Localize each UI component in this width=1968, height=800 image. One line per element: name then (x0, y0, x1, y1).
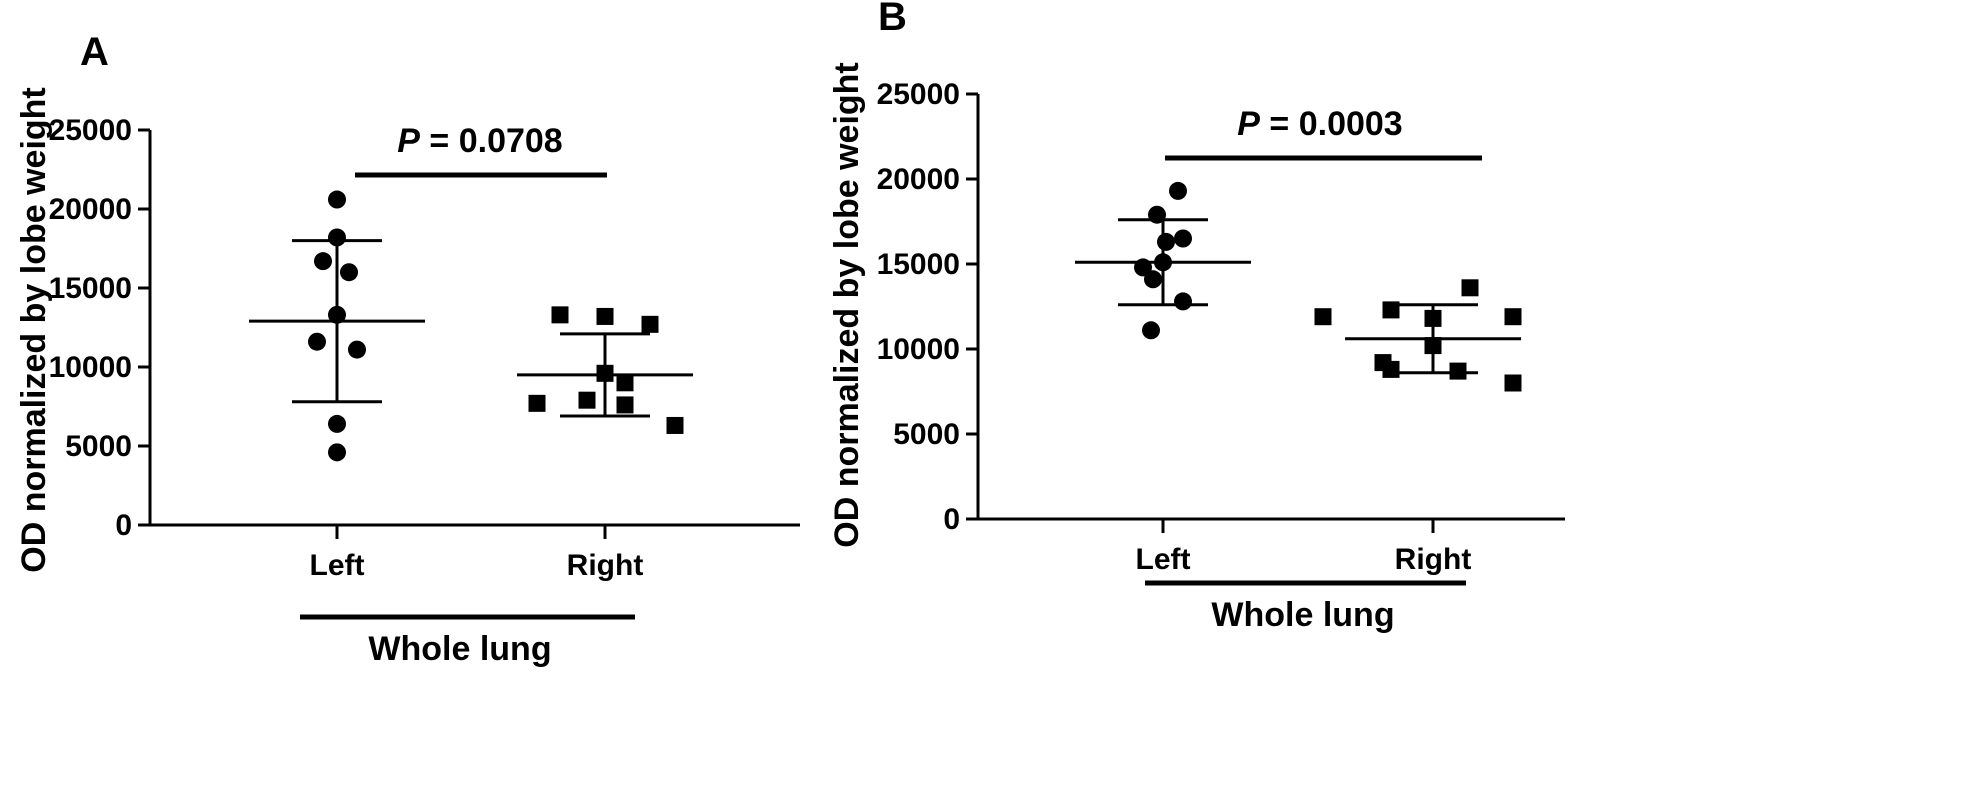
data-point-a-left-0 (328, 190, 346, 209)
data-point-a-right-7 (616, 396, 634, 414)
data-point-b-left-7 (1174, 292, 1192, 311)
y-tick-label-b-5000: 5000 (893, 418, 960, 451)
points-a (308, 190, 684, 462)
data-point-a-right-0 (551, 306, 569, 324)
data-point-a-left-6 (348, 340, 366, 359)
x-ticks-b: Left Right (1136, 519, 1472, 576)
panel-letter-b: B (878, 0, 907, 39)
data-point-a-right-2 (641, 315, 659, 333)
x-tick-label-b-right: Right (1395, 543, 1472, 576)
data-point-a-right-5 (578, 391, 596, 409)
data-point-a-left-5 (308, 332, 326, 351)
y-axis-label-a: OD normalized by lobe weight (15, 87, 53, 573)
data-point-a-right-4 (616, 374, 634, 392)
error-bars-a (249, 239, 693, 418)
data-point-b-left-6 (1144, 270, 1162, 289)
y-tick-label-a-0: 0 (115, 509, 132, 542)
group-label-b: Whole lung (1211, 596, 1394, 634)
data-point-b-left-2 (1174, 229, 1192, 248)
x-ticks-a: Left Right (310, 525, 644, 582)
y-tick-label-b-20000: 20000 (877, 163, 960, 196)
p-value-b: P = 0.0003 (1237, 105, 1402, 143)
y-ticks-b: 0 5000 10000 15000 20000 25000 (877, 78, 978, 536)
data-point-b-left-0 (1169, 181, 1187, 200)
y-tick-label-a-20000: 20000 (49, 193, 132, 226)
x-tick-label-a-left: Left (310, 549, 365, 582)
y-tick-label-a-25000: 25000 (49, 114, 132, 147)
data-point-a-left-7 (328, 414, 346, 433)
data-point-b-left-3 (1157, 232, 1175, 251)
data-point-b-right-9 (1504, 374, 1522, 392)
p-symbol-a: P (397, 122, 420, 160)
data-point-b-right-2 (1314, 308, 1332, 326)
y-tick-label-b-10000: 10000 (877, 333, 960, 366)
group-label-a: Whole lung (368, 630, 551, 668)
p-value-a: P = 0.0708 (397, 122, 562, 160)
panel-a: A OD normalized by lobe weight 0 5000 1000… (15, 30, 800, 668)
data-point-a-left-2 (314, 252, 332, 271)
x-tick-label-b-left: Left (1136, 543, 1191, 576)
data-point-a-right-6 (528, 394, 546, 412)
points-b (1134, 181, 1522, 392)
panel-letter-a: A (80, 30, 109, 74)
y-axis-label-b: OD normalized by lobe weight (828, 62, 866, 548)
data-point-b-left-8 (1142, 321, 1160, 340)
data-point-a-right-8 (666, 416, 684, 434)
y-tick-label-b-15000: 15000 (877, 248, 960, 281)
y-tick-label-b-0: 0 (943, 503, 960, 536)
y-ticks-a: 0 5000 10000 15000 20000 25000 (49, 114, 150, 542)
y-tick-label-a-5000: 5000 (65, 430, 132, 463)
data-point-a-right-1 (596, 307, 614, 325)
data-point-b-right-8 (1449, 362, 1467, 380)
data-point-b-right-7 (1382, 360, 1400, 378)
x-tick-label-a-right: Right (567, 549, 644, 582)
p-value-text-a: = 0.0708 (420, 122, 563, 160)
p-value-text-b: = 0.0003 (1260, 105, 1403, 143)
data-point-b-right-0 (1461, 279, 1479, 297)
p-symbol-b: P (1237, 105, 1260, 143)
error-bars-b (1075, 218, 1521, 375)
y-tick-label-a-10000: 10000 (49, 351, 132, 384)
data-point-a-left-3 (340, 263, 358, 282)
y-tick-label-a-15000: 15000 (49, 272, 132, 305)
panel-b: B OD normalized by lobe weight 0 5000 1000… (828, 0, 1565, 634)
data-point-a-left-8 (328, 443, 346, 462)
data-point-b-right-3 (1504, 308, 1522, 326)
y-tick-label-b-25000: 25000 (877, 78, 960, 111)
